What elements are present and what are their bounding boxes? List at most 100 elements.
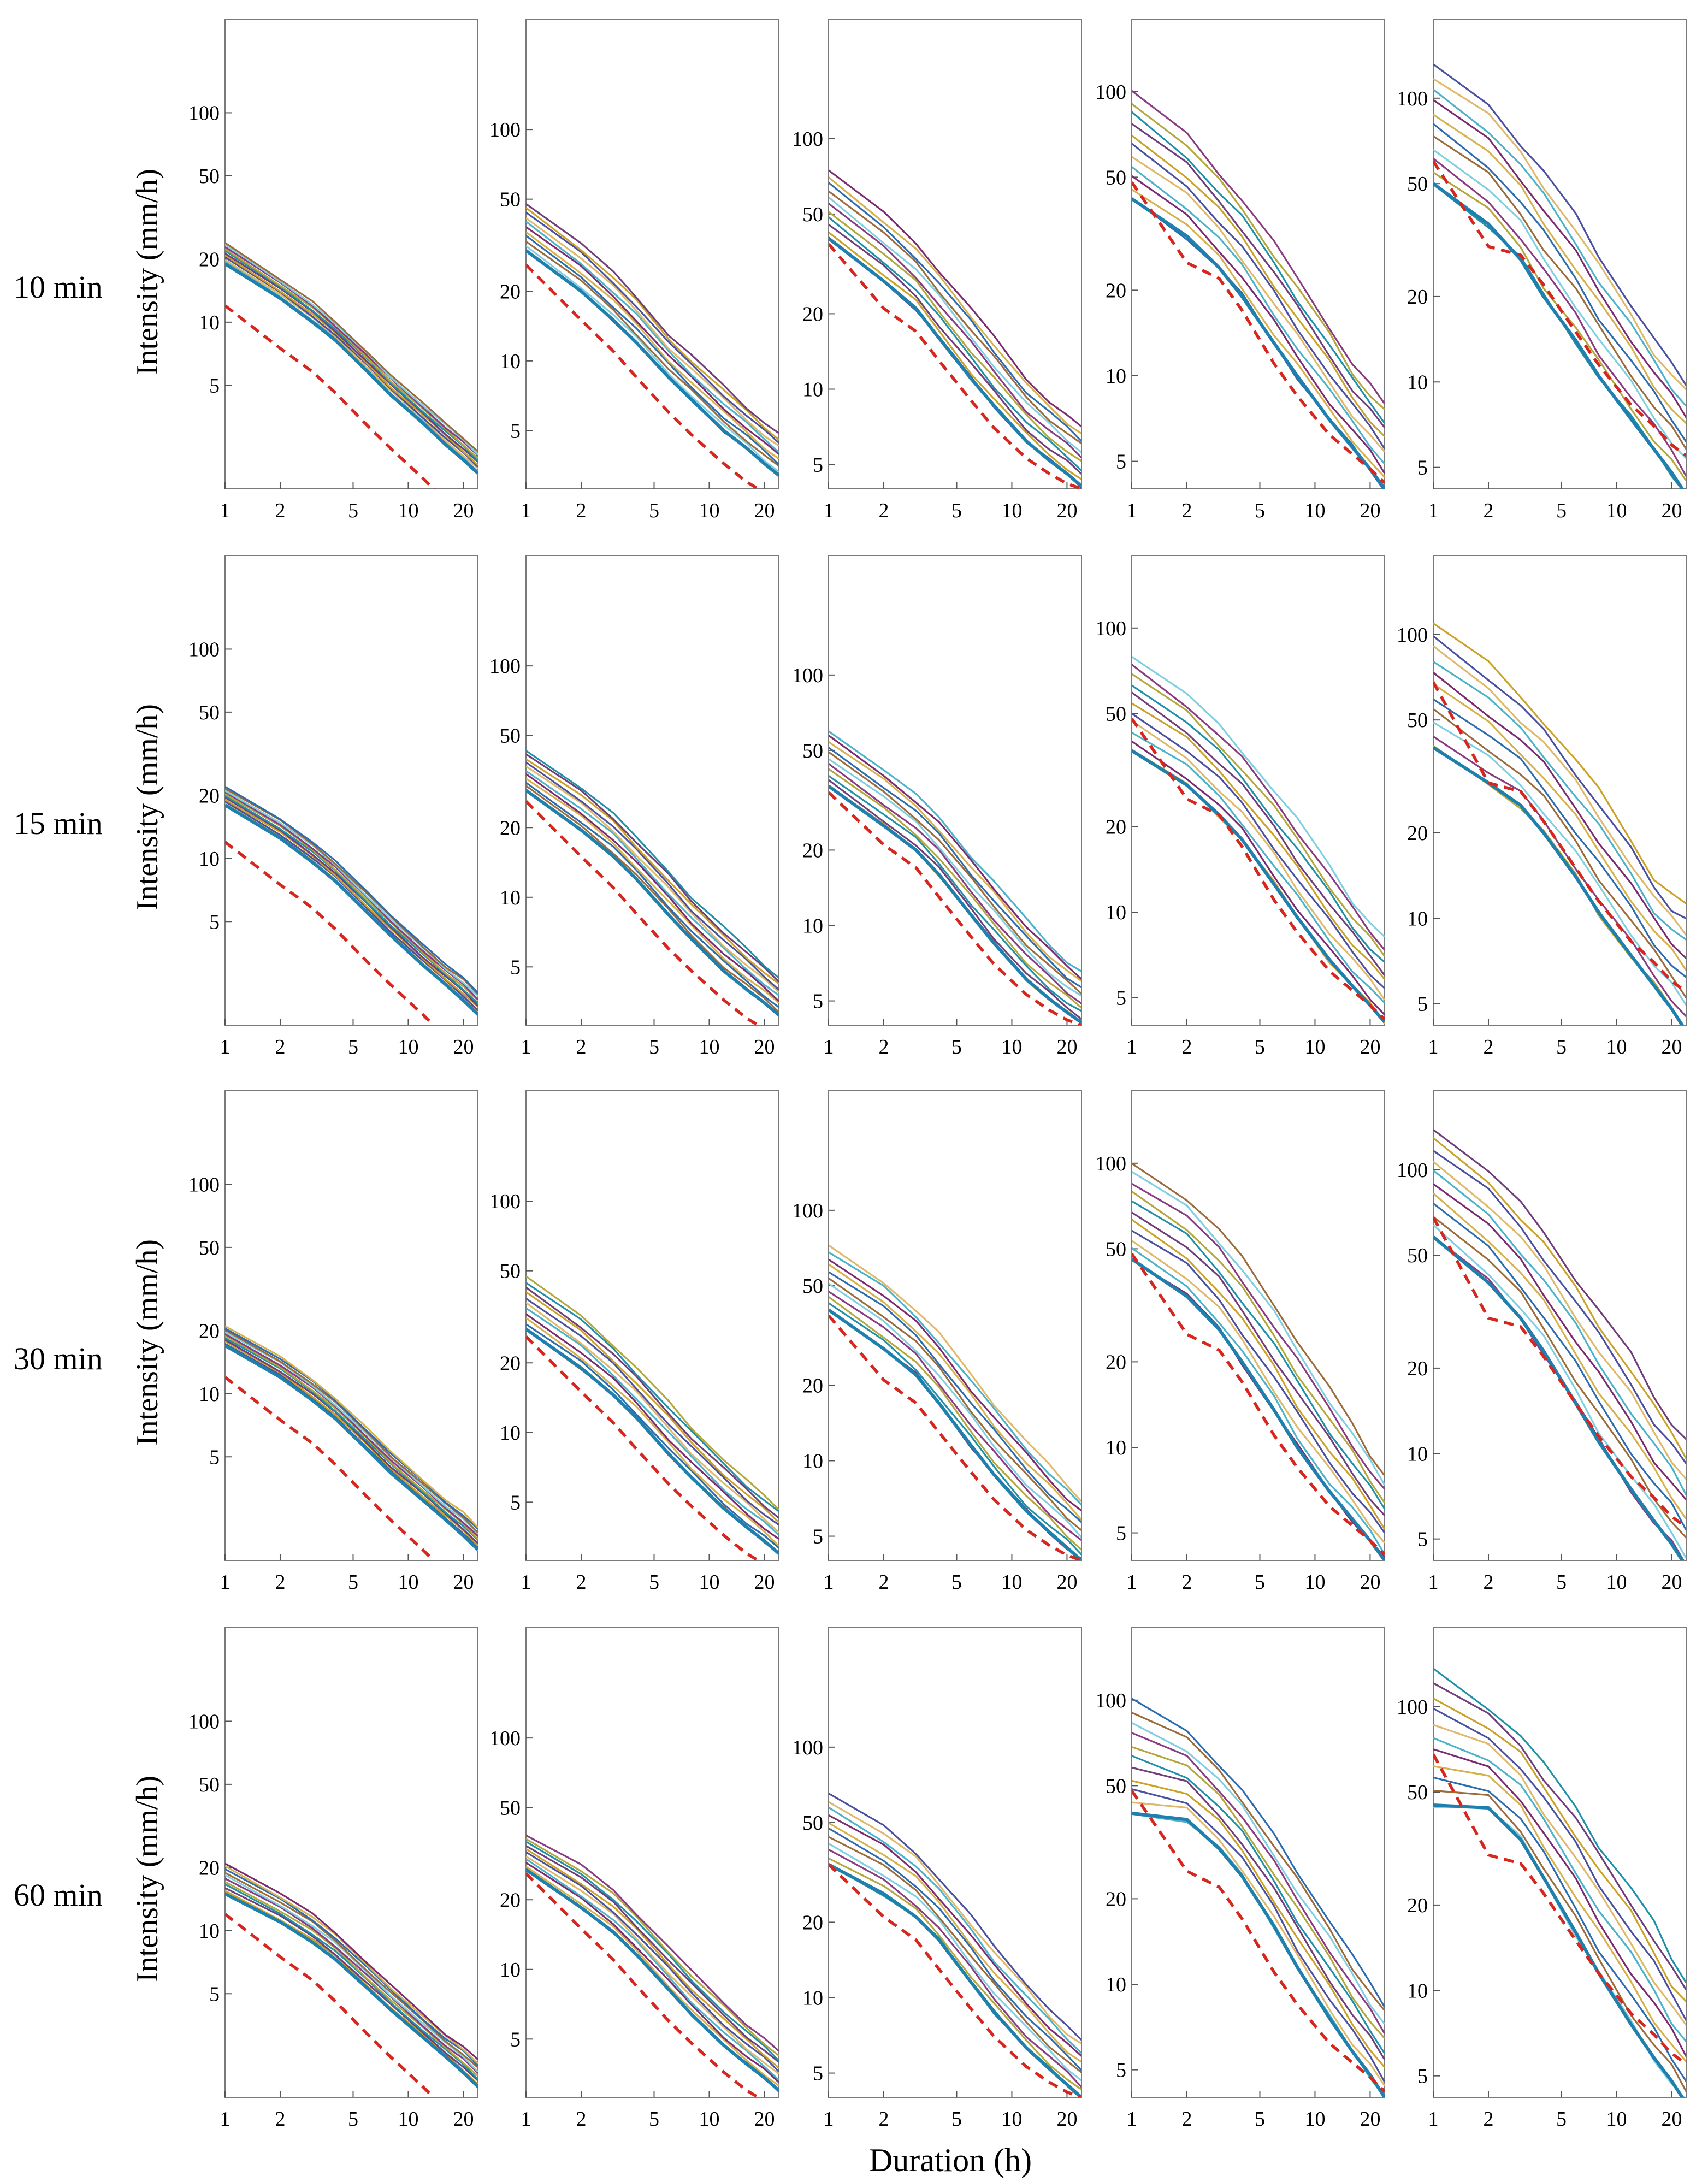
y-tick-label: 10 — [1106, 1436, 1126, 1459]
ensemble-series-line — [1433, 683, 1686, 971]
x-tick-label: 10 — [1304, 1036, 1325, 1059]
ensemble-series-line — [1132, 1732, 1385, 2035]
ensemble-series-line — [1433, 1789, 1686, 2092]
x-tick-label: 1 — [824, 2108, 834, 2131]
x-tick-label: 2 — [1181, 499, 1192, 522]
y-tick-label: 100 — [188, 102, 220, 125]
y-tick-label: 100 — [792, 664, 823, 687]
panel-r2-c2: 1 2 5 10 20 5 10 20 50 100 — [489, 555, 779, 1059]
y-tick-label: 20 — [199, 1856, 220, 1879]
x-tick-label: 1 — [1428, 499, 1439, 522]
ensemble-series-line — [225, 259, 478, 469]
x-tick-label: 20 — [1661, 499, 1682, 522]
y-tick-label: 50 — [199, 1773, 220, 1796]
ensemble-series-line — [526, 1317, 779, 1547]
ensemble-series-line — [225, 1883, 478, 2080]
x-tick-label: 5 — [348, 2108, 358, 2131]
ensemble-series-line — [829, 203, 1081, 459]
x-tick-label: 1 — [1127, 1571, 1137, 1594]
ensemble-series-line — [1132, 1162, 1385, 1476]
ensemble-series-line — [1132, 712, 1385, 989]
x-tick-label: 5 — [649, 1571, 659, 1594]
y-tick-label: 100 — [1397, 1696, 1428, 1719]
ensemble-series-line — [526, 750, 779, 979]
x-tick-label: 5 — [951, 499, 962, 522]
ensemble-series-line — [526, 778, 779, 1004]
row-labels-group: 10 min 15 min 30 min 60 min — [14, 269, 103, 1913]
lower-envelope-line — [1132, 1257, 1385, 1560]
ensemble-series-line — [1132, 123, 1385, 428]
ensemble-series-line — [1433, 135, 1686, 450]
x-tick-label: 20 — [453, 499, 474, 522]
panel-frame — [1131, 555, 1385, 1026]
ensemble-series-line — [1132, 1746, 1385, 2039]
ensemble-series-line — [225, 793, 478, 1001]
x-tick-label: 20 — [1661, 1571, 1682, 1594]
x-tick-label: 5 — [951, 1571, 962, 1594]
ensemble-series-line — [1132, 103, 1385, 410]
ensemble-series-line — [526, 785, 779, 1013]
y-tick-label: 50 — [802, 1275, 823, 1298]
y-tick-label: 20 — [1407, 822, 1428, 845]
ensemble-series-line — [225, 1333, 478, 1537]
ensemble-series-line — [225, 1331, 478, 1535]
ensemble-series-line — [829, 1801, 1081, 2045]
y-tick-label: 20 — [802, 303, 823, 326]
x-tick-label: 1 — [824, 1036, 834, 1059]
ensemble-series-line — [829, 1258, 1081, 1512]
ensemble-series-line — [526, 1275, 779, 1511]
x-tick-label: 10 — [699, 1036, 719, 1059]
reference-dashed-line — [225, 1376, 436, 1560]
y-tick-label: 20 — [500, 1889, 521, 1912]
x-tick-label: 2 — [878, 499, 889, 522]
ensemble-series-line — [225, 254, 478, 466]
ensemble-series-line — [829, 1848, 1081, 2088]
panel-r4-c4: 1 2 5 10 20 5 10 20 50 100 — [1095, 1627, 1385, 2131]
x-tick-label: 20 — [1056, 2108, 1077, 2131]
y-tick-label: 10 — [1106, 901, 1126, 924]
ensemble-series-line — [1132, 731, 1385, 1004]
lower-envelope-line — [829, 1863, 1081, 2097]
lower-envelope-line — [1132, 749, 1385, 1024]
y-tick-label: 20 — [1407, 1357, 1428, 1380]
ensemble-series-line — [829, 223, 1081, 475]
y-tick-label: 10 — [802, 1450, 823, 1473]
ensemble-series-line — [225, 788, 478, 995]
x-tick-label: 20 — [1056, 1036, 1077, 1059]
x-tick-label: 10 — [699, 1571, 719, 1594]
x-tick-label: 1 — [521, 499, 531, 522]
lower-envelope-line — [526, 1327, 779, 1555]
ensemble-series-line — [829, 1828, 1081, 2071]
ensemble-series-line — [1132, 720, 1385, 1001]
x-tick-label: 2 — [576, 499, 586, 522]
ensemble-series-line — [1433, 1737, 1686, 2042]
ensemble-series-line — [1433, 78, 1686, 391]
row-label-60-min: 60 min — [14, 1877, 103, 1913]
ensemble-series-line — [1132, 656, 1385, 938]
ensemble-series-line — [829, 758, 1081, 997]
ensemble-series-line — [1433, 1150, 1686, 1464]
ensemble-series-line — [225, 799, 478, 1008]
x-tick-label: 10 — [398, 1571, 418, 1594]
reference-dashed-line — [526, 1335, 761, 1560]
panel-frame — [828, 555, 1082, 1026]
series-group — [1433, 1129, 1686, 1560]
ensemble-series-line — [526, 231, 779, 460]
ensemble-series-line — [829, 216, 1081, 471]
y-tick-label: 5 — [1116, 1522, 1126, 1545]
y-tick-label: 50 — [1106, 702, 1126, 725]
y-tick-label: 50 — [199, 165, 220, 188]
reference-dashed-line — [1132, 1790, 1385, 2092]
ensemble-series-line — [829, 1251, 1081, 1506]
ensemble-series-line — [1433, 1203, 1686, 1531]
ensemble-series-line — [1132, 166, 1385, 465]
ensemble-series-line — [829, 176, 1081, 435]
y-tick-label: 10 — [802, 914, 823, 937]
y-tick-label: 10 — [500, 1422, 521, 1445]
lower-envelope-line — [829, 1308, 1081, 1560]
y-tick-label: 5 — [1116, 987, 1126, 1010]
ensemble-series-line — [225, 1868, 478, 2067]
y-tick-label: 20 — [802, 839, 823, 862]
panel-frame — [828, 19, 1082, 489]
panel-frame — [224, 555, 478, 1026]
